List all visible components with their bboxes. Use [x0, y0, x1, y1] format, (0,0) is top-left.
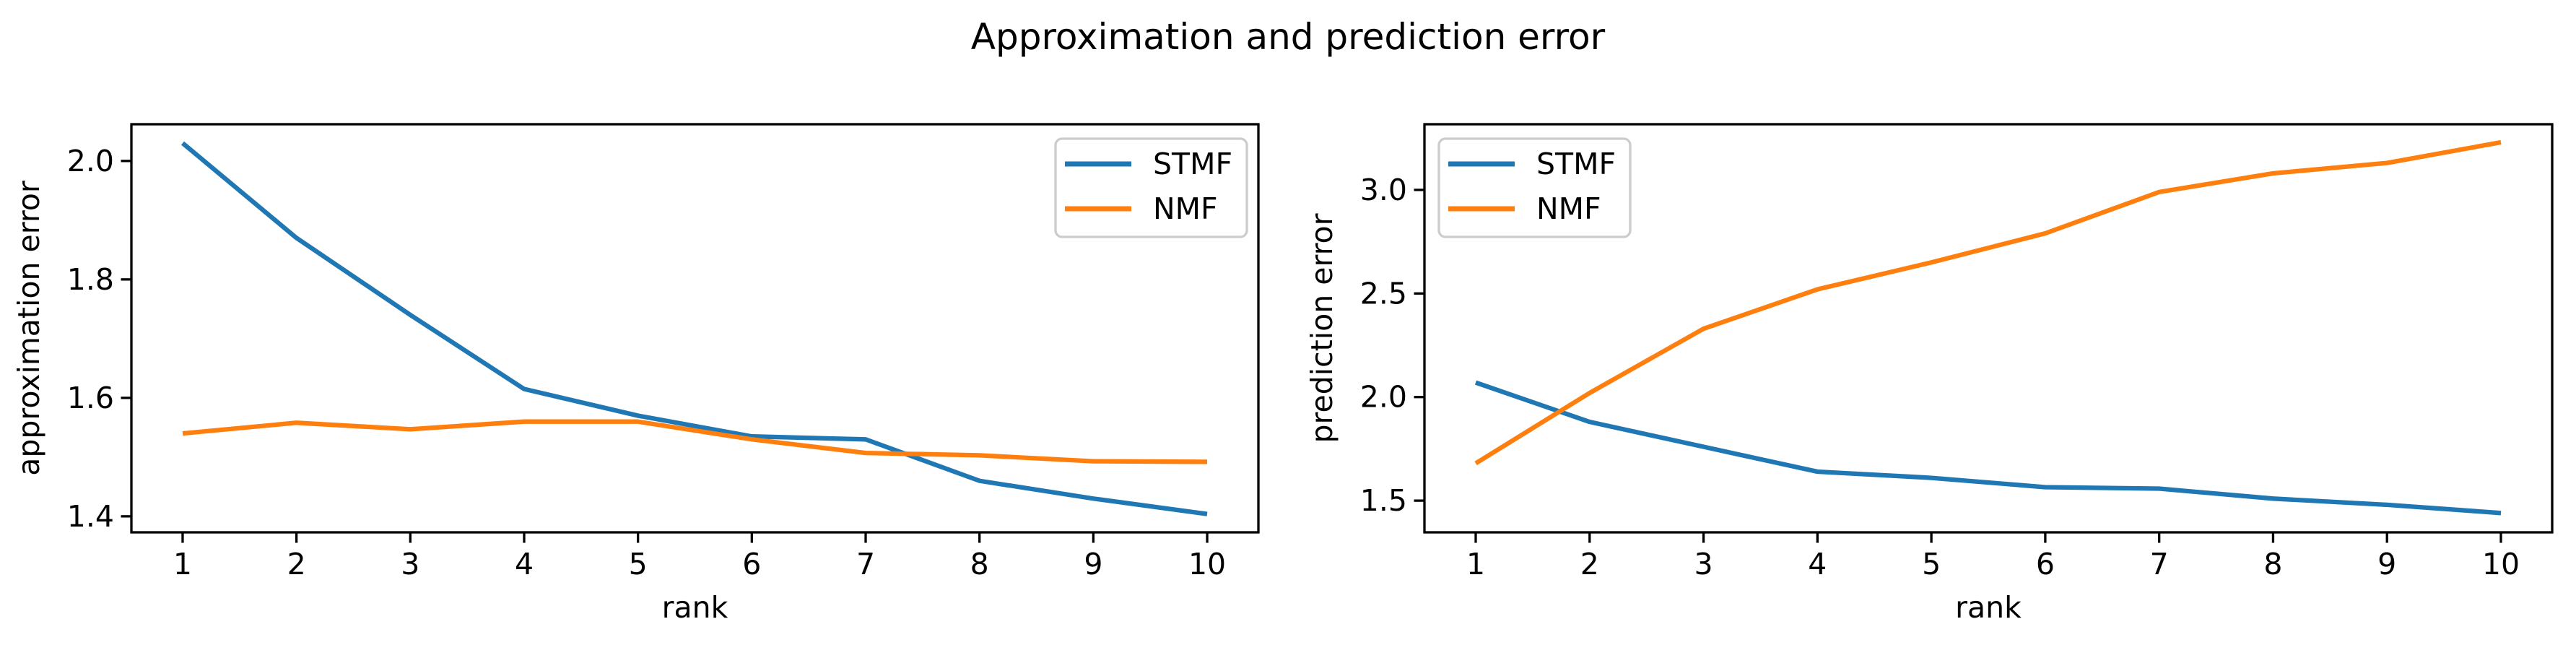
x-tick-label: 5	[1922, 547, 1941, 581]
approximation-error-subplot: 1 2 3 4 5 6 7 8 9 10 1.4 1.6 1.8 2.0 rank approximation…	[12, 123, 1260, 625]
y-tick-label: 3.0	[1360, 173, 1407, 207]
legend-label: NMF	[1536, 191, 1601, 226]
x-tick-label: 7	[856, 547, 875, 581]
legend-label: NMF	[1153, 191, 1218, 226]
x-tick-label: 10	[2482, 547, 2520, 581]
y-axis-label: prediction error	[1305, 213, 1339, 443]
x-tick-label: 6	[2036, 547, 2055, 581]
y-axis: 1.4 1.6 1.8 2.0	[67, 144, 131, 534]
x-tick-label: 4	[515, 547, 534, 581]
x-tick-label: 4	[1808, 547, 1827, 581]
y-axis: 1.5 2.0 2.5 3.0	[1360, 173, 1424, 518]
nmf-line	[182, 419, 1208, 464]
x-tick-label: 9	[1084, 547, 1102, 581]
legend-label: STMF	[1153, 147, 1232, 181]
figure-title: Approximation and prediction error	[970, 16, 1606, 58]
x-tick-label: 6	[742, 547, 761, 581]
y-tick-label: 1.6	[67, 381, 114, 415]
prediction-error-subplot: 1 2 3 4 5 6 7 8 9 10 1.5 2.0 2.5 3.0 rank prediction er…	[1305, 123, 2554, 625]
x-tick-label: 5	[629, 547, 648, 581]
y-tick-label: 1.4	[67, 499, 114, 534]
x-axis-label: rank	[662, 590, 728, 625]
y-axis-label: approximation error	[12, 181, 46, 476]
x-tick-label: 2	[287, 547, 306, 581]
stmf-line	[180, 141, 1208, 516]
x-tick-label: 3	[401, 547, 419, 581]
x-axis-label: rank	[1955, 590, 2022, 625]
legend-label: STMF	[1536, 147, 1616, 181]
x-tick-label: 10	[1188, 547, 1226, 581]
stmf-line	[1474, 380, 2502, 516]
y-tick-label: 1.8	[67, 262, 114, 297]
x-axis: 1 2 3 4 5 6 7 8 9 10	[173, 532, 1226, 581]
nmf-line	[1474, 139, 2502, 466]
x-tick-label: 3	[1694, 547, 1713, 581]
y-tick-label: 2.0	[67, 144, 114, 178]
x-tick-label: 8	[2263, 547, 2282, 581]
x-tick-label: 1	[1466, 547, 1485, 581]
x-tick-label: 8	[970, 547, 989, 581]
x-tick-label: 9	[2377, 547, 2396, 581]
y-tick-label: 1.5	[1360, 483, 1407, 518]
axes-spines	[1423, 123, 2554, 534]
x-tick-label: 7	[2150, 547, 2169, 581]
x-tick-label: 1	[173, 547, 192, 581]
x-tick-label: 2	[1580, 547, 1599, 581]
y-tick-label: 2.0	[1360, 380, 1407, 415]
axes-spines	[130, 123, 1260, 534]
legend: STMF NMF	[1054, 137, 1248, 238]
legend: STMF NMF	[1437, 137, 1632, 238]
y-tick-label: 2.5	[1360, 276, 1407, 311]
x-axis: 1 2 3 4 5 6 7 8 9 10	[1466, 532, 2520, 581]
